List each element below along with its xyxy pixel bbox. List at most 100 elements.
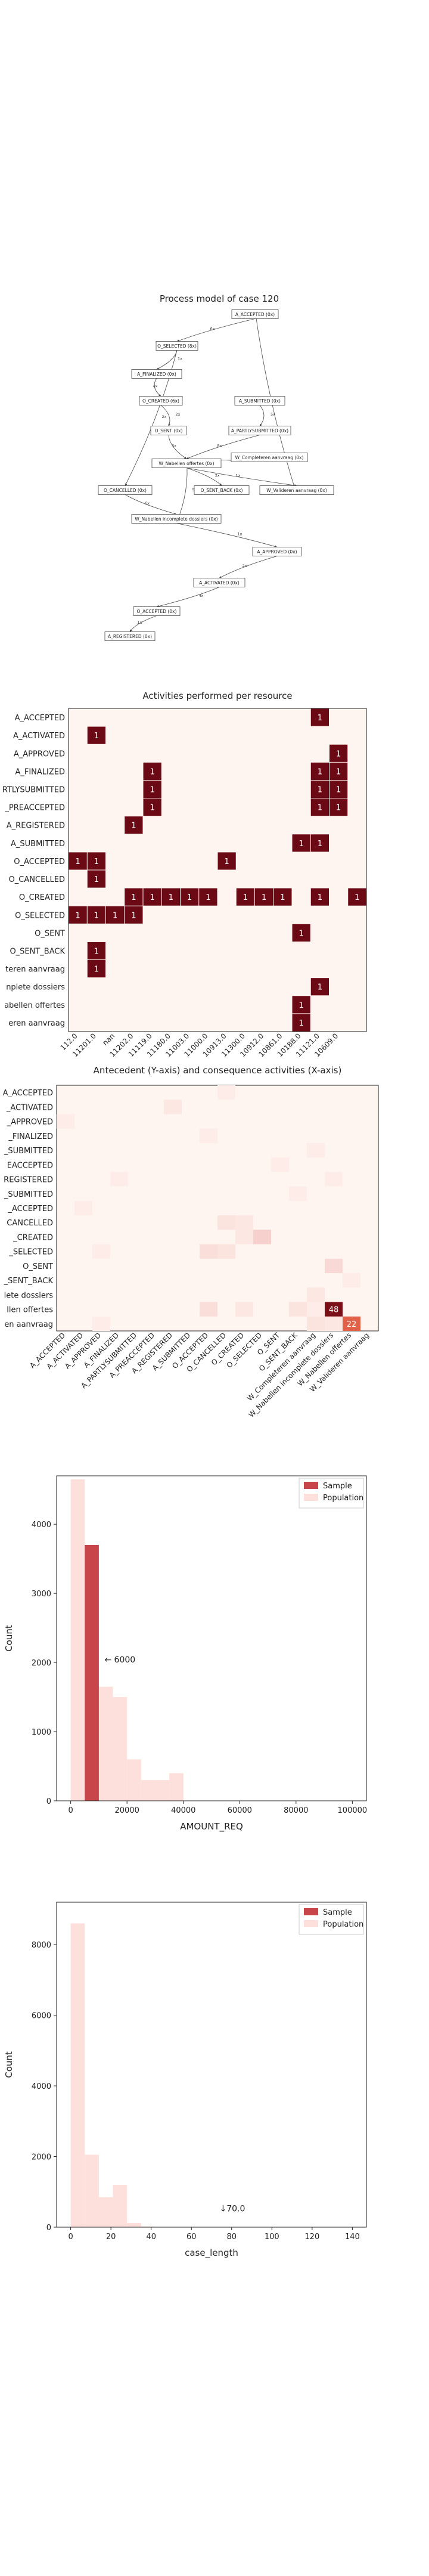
transition-heatmap-section: Antecedent (Y-axis) and consequence acti…	[0, 1061, 429, 1449]
heatmap-cell-label: 1	[243, 893, 248, 902]
legend-label: Population	[323, 1494, 363, 1503]
heatmap-cell-label: 1	[150, 767, 154, 776]
heatmap-cell	[87, 870, 105, 888]
process-node-label: A_ACCEPTED (0x)	[235, 312, 275, 317]
resource-heatmap-section: Activities performed per resource 1 1 1 1 1 1 1…	[0, 656, 429, 1061]
heatmap-cell	[57, 1114, 74, 1129]
process-node-box	[228, 426, 291, 435]
process-node-label: A_SUBMITTED (0x)	[239, 398, 281, 404]
process-edge-label: 1x	[138, 620, 142, 625]
heatmap-row-label: O_CANCELLED	[9, 875, 65, 884]
process-edge-label: 1x	[178, 357, 182, 361]
heatmap-cell	[343, 1316, 360, 1331]
heatmap-cell	[217, 1085, 235, 1100]
process-node-label: O_SENT_BACK (0x)	[201, 488, 243, 493]
process-node-label: A_APPROVED (0x)	[257, 549, 297, 555]
heatmap-cell	[143, 780, 161, 798]
heatmap-cell-label: 1	[94, 875, 99, 884]
x-tick-label: 120	[304, 2233, 319, 2241]
heatmap-row-label: en aanvraag	[4, 1320, 53, 1329]
legend-swatch	[304, 1482, 318, 1489]
y-tick-label: 6000	[32, 2012, 51, 2021]
process-edge-label: 5x	[271, 412, 275, 417]
process-edge-label: 2x	[176, 412, 181, 417]
process-node: W_Valideren aanvraag (0x)	[259, 485, 334, 495]
y-tick-label: 0	[46, 1797, 51, 1806]
heatmap-row-label: _SUBMITTED	[4, 1190, 53, 1199]
heatmap-background	[56, 1085, 379, 1332]
heatmap-row-label: teren aanvraag	[5, 965, 65, 974]
heatmap-cell	[292, 834, 310, 852]
heatmap-cell	[143, 762, 161, 780]
heatmap-cell-label: 1	[150, 893, 154, 902]
process-node: A_SUBMITTED (0x)	[234, 396, 285, 405]
population-bar	[169, 1773, 184, 1801]
caselength-histogram-section: 0 20 40 60 80 100 120 140 0 2000 4000 6000 8000 case_…	[0, 1854, 429, 2272]
process-edge	[186, 467, 297, 487]
amount-histogram: 0 20000 40000 60000 80000 100000 0 1000 2000 3000…	[4, 1475, 367, 1832]
heatmap-cell	[329, 798, 348, 816]
process-node-label: O_CREATED (6x)	[142, 398, 179, 404]
process-node: W_Completeren aanvraag (0x)	[231, 453, 308, 462]
heatmap-cell-label: 1	[336, 804, 341, 813]
heatmap-row-label: REGISTERED	[4, 1176, 53, 1185]
heatmap-row-label: _PREACCEPTED	[4, 804, 65, 813]
heatmap-cell-label: 1	[169, 893, 173, 902]
resource-heatmap: Activities performed per resource 1 1 1 1 1 1 1…	[2, 691, 367, 1058]
heatmap-row-label: nplete dossiers	[6, 983, 65, 992]
heatmap-cell	[348, 888, 366, 906]
heatmap-cell	[292, 996, 310, 1014]
heatmap-cell	[271, 1157, 289, 1172]
population-bar	[85, 2154, 99, 2227]
heatmap-cell	[310, 798, 329, 816]
process-edge-label: 6x	[210, 327, 215, 332]
heatmap-cell-label: 1	[299, 1001, 303, 1010]
population-bar	[155, 1780, 170, 1801]
process-node-box	[150, 426, 187, 435]
heatmap-row-label: A_REGISTERED	[7, 822, 65, 831]
heatmap-cell-label: 1	[131, 822, 136, 831]
process-node: O_SELECTED (8x)	[156, 341, 198, 351]
process-node-box	[231, 309, 279, 319]
process-node-label: O_SENT (0x)	[155, 428, 183, 434]
y-tick-label: 8000	[32, 1941, 51, 1950]
heatmap-cell	[310, 834, 329, 852]
population-bar	[70, 1479, 85, 1801]
heatmap-cell	[310, 708, 329, 726]
process-edge-label: 8x	[217, 444, 222, 448]
heatmap-row-label: _CREATED	[13, 1233, 53, 1242]
y-tick-label: 1000	[32, 1728, 51, 1737]
heatmap-cell-label: 1	[150, 786, 154, 795]
heatmap-cell	[310, 978, 329, 996]
heatmap-row-label: A_ACCEPTED	[3, 1089, 53, 1098]
heatmap-cell	[106, 906, 125, 924]
heatmap-cell	[307, 1316, 325, 1331]
process-edge	[176, 318, 256, 342]
heatmap-row-label: O_ACCEPTED	[14, 857, 65, 866]
process-edge	[176, 523, 278, 548]
population-bar	[113, 2184, 128, 2227]
process-node-label: O_ACCEPTED (0x)	[137, 609, 177, 614]
heatmap-row-label: _ACTIVATED	[6, 1103, 53, 1112]
y-axis-label: Count	[4, 1625, 14, 1652]
process-node-label: W_Nabellen incomplete dossiers (0x)	[135, 516, 217, 522]
process-node-label: W_Completeren aanvraag (0x)	[235, 455, 304, 460]
x-tick-label: 60000	[228, 1806, 252, 1815]
heatmap-cell-label: 1	[336, 786, 341, 795]
process-node-label: A_ACTIVATED (0x)	[199, 580, 240, 586]
heatmap-cell	[255, 888, 273, 906]
heatmap-row-label: O_SENT_BACK	[10, 948, 65, 956]
y-tick-label: 4000	[32, 2082, 51, 2091]
x-tick-label: 60	[186, 2233, 197, 2241]
process-node-box	[133, 606, 181, 616]
heatmap-cell	[307, 1143, 325, 1158]
process-model-title: Process model of case 120	[160, 293, 279, 304]
process-node: A_PARTLYSUBMITTED (0x)	[228, 426, 291, 435]
process-node: W_Nabellen incomplete dossiers (0x)	[131, 514, 222, 524]
heatmap-cell	[307, 1287, 325, 1302]
x-tick-label: 80000	[284, 1806, 308, 1815]
process-node: A_APPROVED (0x)	[252, 547, 302, 556]
heatmap-cell	[329, 780, 348, 798]
heatmap-cell-label: 1	[94, 911, 99, 920]
x-tick-label: 40000	[171, 1806, 195, 1815]
